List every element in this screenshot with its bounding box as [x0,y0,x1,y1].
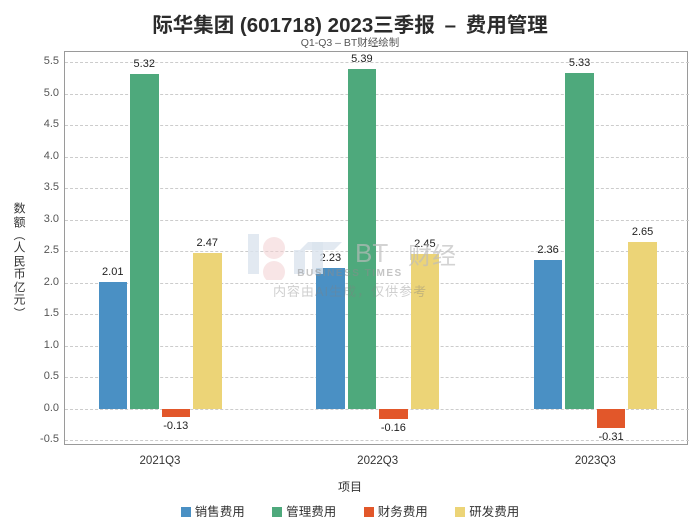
svg-text:BT: BT [355,238,388,268]
svg-text:财经: 财经 [408,243,456,270]
